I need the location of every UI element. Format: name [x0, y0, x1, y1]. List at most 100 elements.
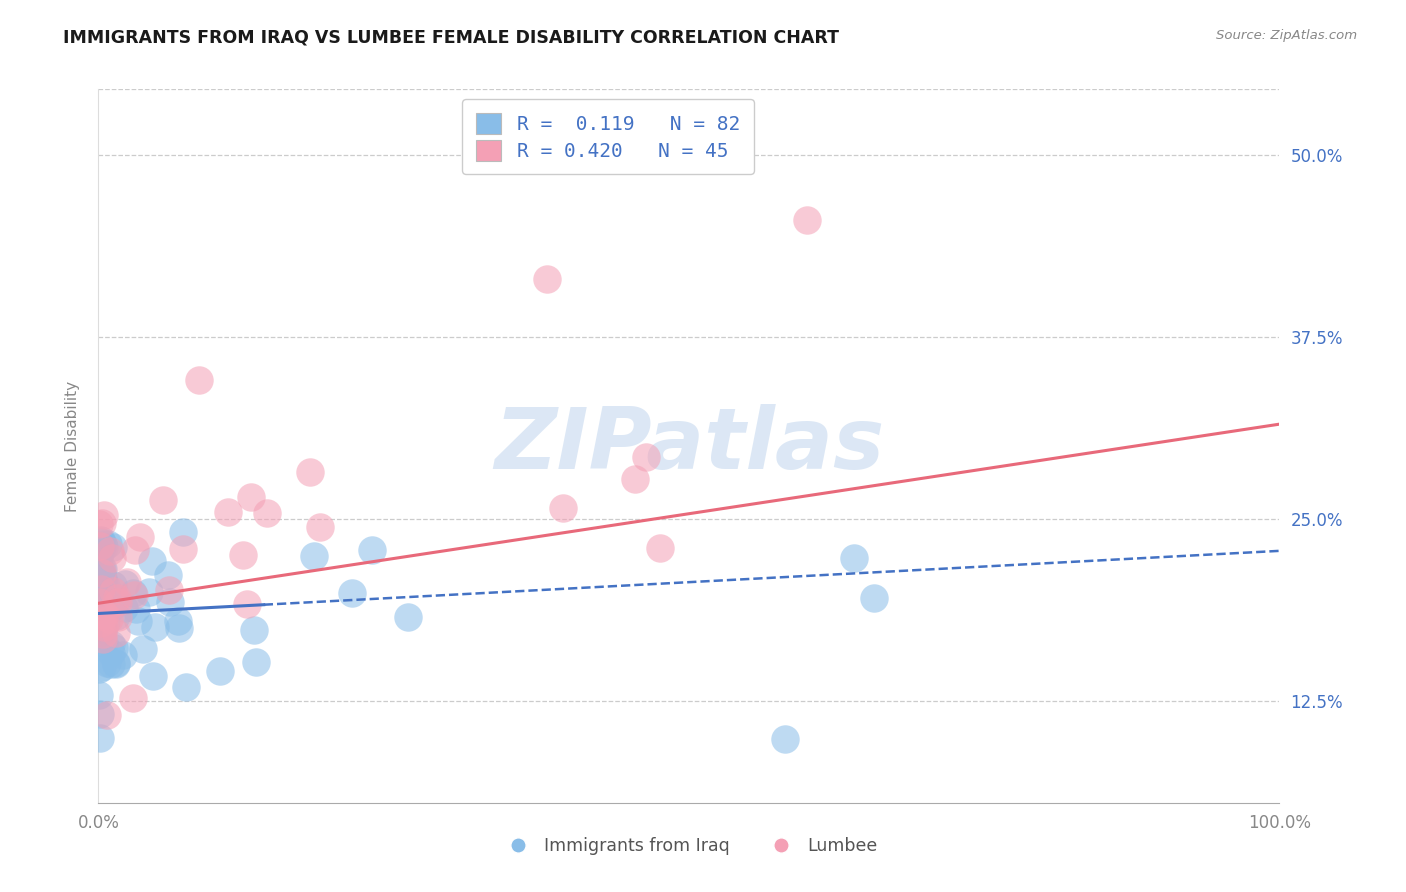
Point [87, 549, 110, 564]
Point [90, 535, 112, 549]
Point [90, 620, 112, 634]
Point [87, 544, 110, 558]
Point [132, 642, 155, 657]
Point [93, 540, 115, 554]
Point [87, 571, 110, 585]
Point [93, 607, 115, 621]
Point [91, 576, 114, 591]
Point [90, 607, 112, 622]
Point [90, 562, 112, 576]
Point [111, 648, 134, 662]
Point [105, 608, 128, 623]
Point [125, 602, 148, 616]
Point [97, 537, 120, 551]
Text: IMMIGRANTS FROM IRAQ VS LUMBEE FEMALE DISABILITY CORRELATION CHART: IMMIGRANTS FROM IRAQ VS LUMBEE FEMALE DI… [63, 29, 839, 46]
Point [100, 550, 122, 565]
Point [128, 530, 150, 544]
Point [114, 577, 136, 591]
Point [100, 646, 122, 660]
Point [342, 586, 364, 600]
Point [105, 591, 128, 605]
Point [96, 591, 118, 605]
Point [104, 657, 127, 671]
Point [89, 596, 111, 610]
Point [634, 450, 657, 464]
Point [87, 605, 110, 619]
Point [93, 623, 115, 637]
Point [87, 688, 110, 702]
Point [648, 541, 671, 555]
Point [89, 599, 111, 613]
Point [96, 579, 118, 593]
Point [89, 583, 111, 598]
Point [167, 621, 190, 635]
Point [361, 543, 384, 558]
Y-axis label: Female Disability: Female Disability [65, 380, 80, 512]
Text: ZIPatlas: ZIPatlas [494, 404, 884, 488]
Point [100, 657, 122, 671]
Point [308, 520, 330, 534]
Point [138, 585, 160, 599]
Point [101, 541, 124, 555]
Point [172, 524, 194, 539]
Point [862, 591, 884, 606]
Point [302, 549, 325, 563]
Point [87, 585, 110, 599]
Point [87, 517, 110, 532]
Point [396, 609, 419, 624]
Point [104, 625, 127, 640]
Point [91, 579, 114, 593]
Point [112, 601, 135, 615]
Point [91, 516, 114, 530]
Point [89, 662, 111, 676]
Legend: Immigrants from Iraq, Lumbee: Immigrants from Iraq, Lumbee [494, 830, 884, 862]
Point [240, 491, 263, 505]
Text: Source: ZipAtlas.com: Source: ZipAtlas.com [1216, 29, 1357, 42]
Point [122, 588, 145, 602]
Point [91, 562, 114, 576]
Point [117, 575, 139, 590]
Point [90, 570, 112, 584]
Point [122, 586, 145, 600]
Point [159, 595, 181, 609]
Point [90, 616, 112, 631]
Point [536, 271, 558, 285]
Point [98, 543, 121, 558]
Point [89, 595, 111, 609]
Point [623, 472, 645, 486]
Point [96, 708, 118, 723]
Point [174, 680, 197, 694]
Point [90, 566, 112, 581]
Point [232, 548, 254, 562]
Point [98, 612, 121, 626]
Point [101, 578, 124, 592]
Point [89, 731, 111, 746]
Point [90, 567, 112, 582]
Point [243, 624, 266, 638]
Point [172, 542, 194, 557]
Point [256, 506, 278, 520]
Point [89, 540, 111, 554]
Point [96, 656, 118, 670]
Point [90, 566, 112, 580]
Point [90, 533, 112, 547]
Point [157, 583, 180, 598]
Point [187, 374, 209, 388]
Point [141, 553, 163, 567]
Point [91, 632, 114, 647]
Point [91, 627, 114, 641]
Point [91, 537, 114, 551]
Point [235, 597, 257, 611]
Point [93, 508, 115, 522]
Point [90, 609, 112, 624]
Point [89, 706, 111, 721]
Point [91, 622, 114, 636]
Point [142, 669, 165, 683]
Point [167, 615, 190, 629]
Point [145, 620, 167, 634]
Point [209, 664, 232, 678]
Point [127, 614, 149, 628]
Point [93, 576, 115, 591]
Point [217, 505, 239, 519]
Point [90, 589, 112, 603]
